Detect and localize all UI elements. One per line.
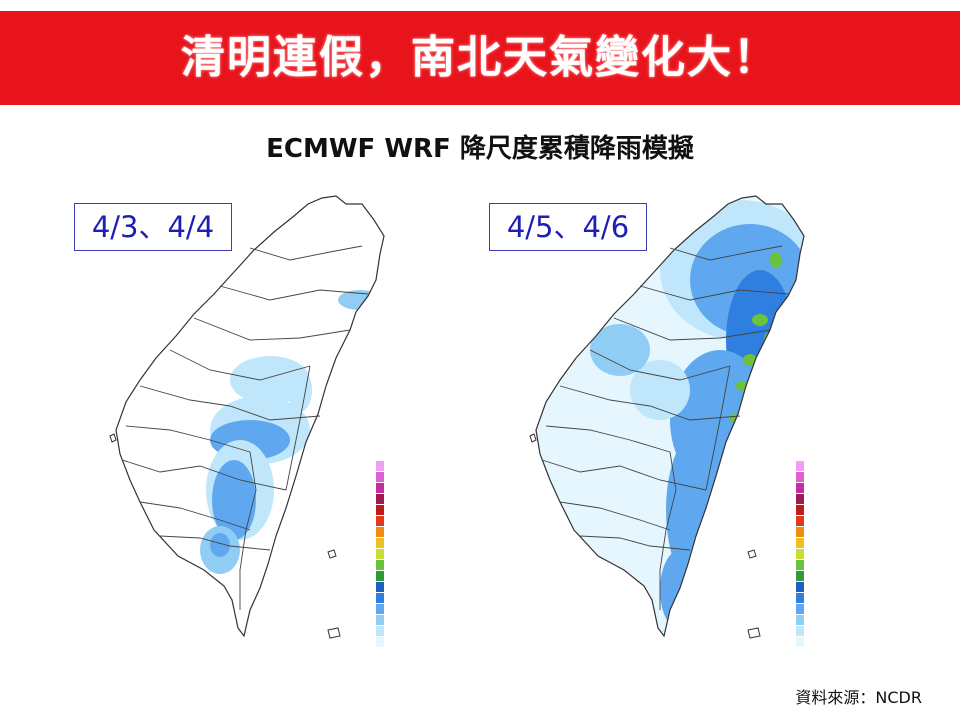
green-island bbox=[327, 549, 337, 559]
date-label-left: 4/3、4/4 bbox=[74, 203, 232, 251]
rainfall-map-right bbox=[529, 195, 805, 647]
taiwan-outline bbox=[535, 195, 805, 638]
legend-swatch bbox=[796, 626, 804, 636]
legend-swatch bbox=[376, 571, 384, 581]
legend-swatch bbox=[796, 615, 804, 625]
legend-swatch bbox=[796, 538, 804, 548]
legend-swatch bbox=[376, 461, 384, 471]
legend-swatch bbox=[376, 593, 384, 603]
orchid-island bbox=[747, 627, 761, 639]
legend-swatch bbox=[376, 626, 384, 636]
legend-swatch bbox=[796, 593, 804, 603]
header-banner: 清明連假，南北天氣變化大！ bbox=[0, 11, 960, 105]
legend-swatch bbox=[376, 516, 384, 526]
legend-swatch bbox=[376, 494, 384, 504]
rain-shading bbox=[200, 290, 382, 574]
legend-swatch bbox=[796, 494, 804, 504]
legend-swatch bbox=[796, 549, 804, 559]
legend-swatch bbox=[796, 527, 804, 537]
rain-legend bbox=[376, 461, 384, 647]
green-island bbox=[747, 549, 757, 559]
legend-swatch bbox=[796, 571, 804, 581]
legend-swatch bbox=[796, 582, 804, 592]
orchid-island bbox=[327, 627, 341, 639]
legend-swatch bbox=[376, 560, 384, 570]
legend-swatch bbox=[376, 472, 384, 482]
penghu-islands bbox=[529, 433, 537, 443]
legend-swatch bbox=[796, 560, 804, 570]
legend-swatch bbox=[796, 461, 804, 471]
source-credit: 資料來源：NCDR bbox=[795, 688, 922, 707]
legend-swatch bbox=[376, 604, 384, 614]
legend-swatch bbox=[376, 637, 384, 647]
legend-swatch bbox=[376, 582, 384, 592]
rain-shading bbox=[536, 196, 804, 636]
legend-swatch bbox=[796, 472, 804, 482]
rain-legend bbox=[796, 461, 804, 647]
map-subtitle: ECMWF WRF 降尺度累積降雨模擬 bbox=[266, 134, 694, 164]
page-title: 清明連假，南北天氣變化大！ bbox=[181, 32, 779, 83]
county-boundaries bbox=[541, 245, 789, 610]
legend-swatch bbox=[796, 505, 804, 515]
legend-swatch bbox=[376, 527, 384, 537]
legend-swatch bbox=[376, 505, 384, 515]
legend-swatch bbox=[376, 615, 384, 625]
legend-swatch bbox=[376, 483, 384, 493]
county-boundaries bbox=[121, 245, 369, 610]
penghu-islands bbox=[109, 433, 117, 443]
legend-swatch bbox=[796, 637, 804, 647]
legend-swatch bbox=[796, 516, 804, 526]
legend-swatch bbox=[376, 538, 384, 548]
date-label-right: 4/5、4/6 bbox=[489, 203, 647, 251]
legend-swatch bbox=[796, 483, 804, 493]
legend-swatch bbox=[796, 604, 804, 614]
rainfall-map-left bbox=[109, 195, 385, 647]
legend-swatch bbox=[376, 549, 384, 559]
taiwan-outline bbox=[115, 195, 385, 638]
